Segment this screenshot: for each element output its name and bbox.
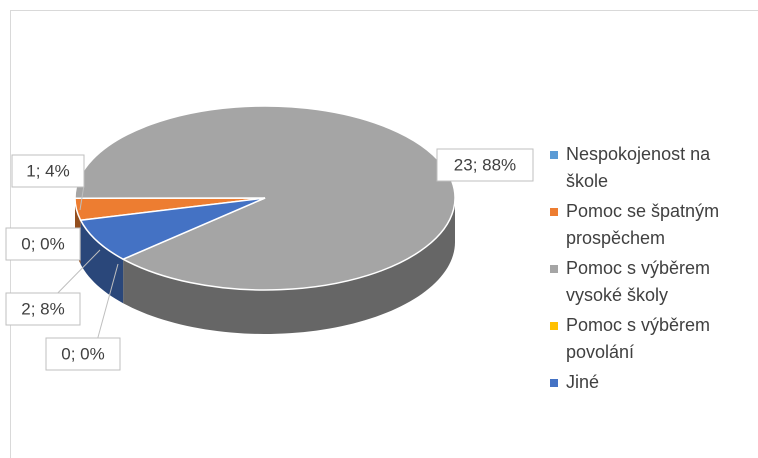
legend-swatch: [550, 151, 558, 159]
label-box: [45, 337, 121, 371]
data-label: 0; 0%: [61, 344, 104, 363]
label-box: [5, 227, 81, 261]
data-label: 1; 4%: [26, 161, 69, 180]
data-label: 0; 0%: [21, 234, 64, 253]
legend-swatch: [550, 208, 558, 216]
legend: Nespokojenost na škole Pomoc se špatným p…: [550, 141, 750, 399]
legend-item: Jiné: [550, 369, 750, 396]
legend-swatch: [550, 379, 558, 387]
leader-line: [79, 184, 85, 211]
legend-label: Pomoc s výběrem vysoké školy: [566, 258, 711, 305]
legend-label: Jiné: [566, 372, 600, 392]
leader-line: [97, 263, 119, 339]
label-box: [11, 154, 85, 188]
legend-label: Nespokojenost na škole: [566, 144, 711, 191]
leader-line: [57, 249, 101, 294]
label-box: [436, 148, 534, 182]
legend-label: Pomoc se špatným prospěchem: [566, 201, 720, 248]
slice-side: [123, 198, 456, 334]
slice: [79, 197, 266, 261]
legend-item: Pomoc s výběrem povolání: [550, 312, 750, 366]
legend-item: Pomoc se špatným prospěchem: [550, 198, 750, 252]
data-label: 2; 8%: [21, 299, 64, 318]
legend-item: Pomoc s výběrem vysoké školy: [550, 255, 750, 309]
label-box: [5, 292, 81, 326]
data-label: 23; 88%: [454, 155, 516, 174]
legend-item: Nespokojenost na škole: [550, 141, 750, 195]
legend-swatch: [550, 322, 558, 330]
legend-swatch: [550, 265, 558, 273]
legend-label: Pomoc s výběrem povolání: [566, 315, 711, 362]
